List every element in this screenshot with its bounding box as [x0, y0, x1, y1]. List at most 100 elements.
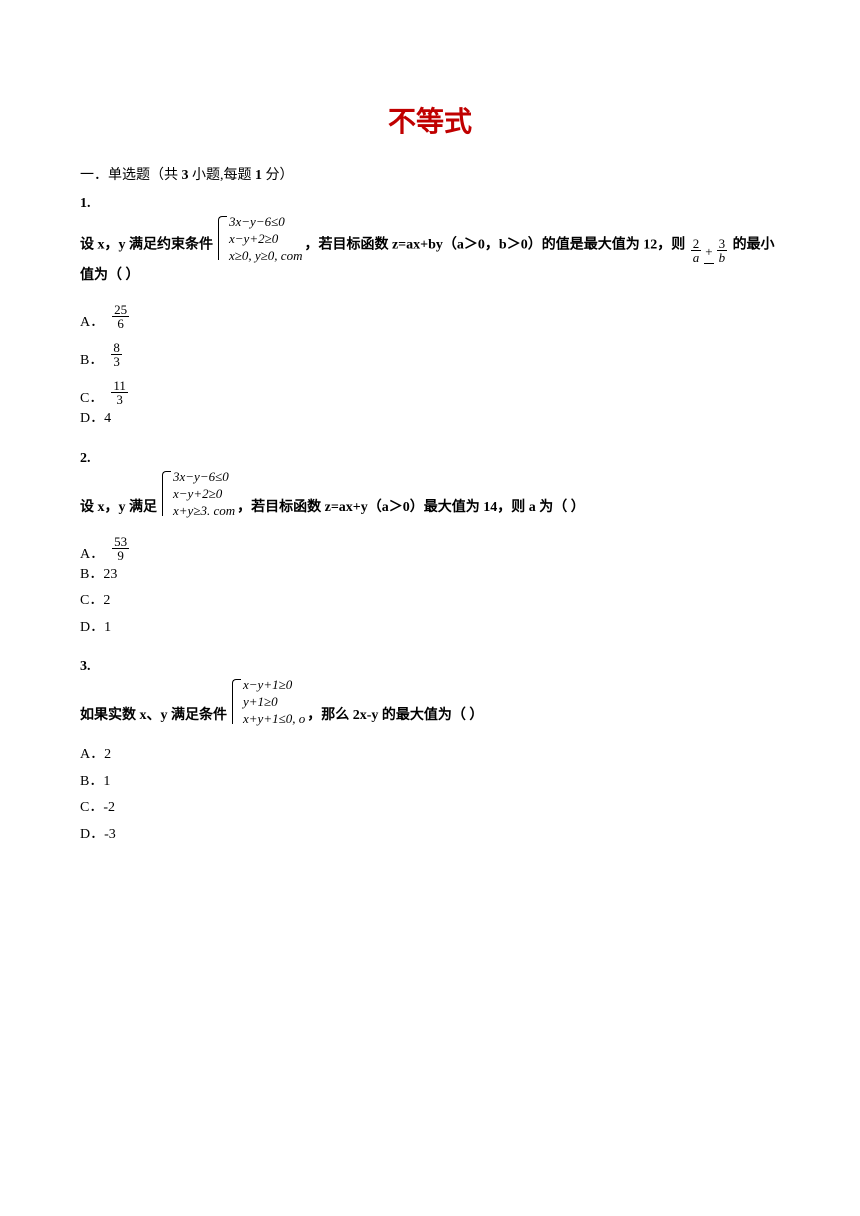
q2-avar: a — [529, 500, 536, 515]
choice-item: A． 539 — [80, 534, 780, 562]
choice-text: 2 — [103, 593, 110, 608]
frac-num: 25 — [112, 303, 129, 317]
frac-num: 3 — [717, 237, 728, 251]
choice-letter: A． — [80, 548, 104, 562]
frac-1: 2a — [691, 237, 702, 264]
q1-value: 12 — [643, 237, 657, 252]
choice-item: A．2 — [80, 742, 780, 769]
choice-item: C．-2 — [80, 795, 780, 822]
q1-mid2: ，若目标函数 — [304, 237, 392, 252]
choice-letter: B． — [80, 354, 103, 368]
fraction-expression: 2a+3b — [689, 237, 729, 264]
choice-item: D．1 — [80, 615, 780, 642]
frac-den: b — [717, 251, 728, 264]
choice-letter: D． — [80, 411, 104, 426]
choice-item: A． 256 — [80, 302, 780, 330]
q3-vars: x、y — [140, 708, 172, 723]
frac-2: 3b — [717, 237, 728, 264]
question-body: 设 x，y 满足 3x−y−6≤0 x−y+2≥0 x+y≥3. com ，若目… — [80, 469, 780, 520]
plus-sign: + — [704, 241, 713, 264]
choice-frac: 113 — [111, 379, 128, 406]
choice-letter: B． — [80, 774, 103, 789]
frac-den: 3 — [111, 393, 128, 406]
constraint-line: x−y+2≥0 — [173, 486, 235, 503]
choice-item: B．1 — [80, 769, 780, 796]
question-number: 3. — [80, 659, 780, 675]
question-number: 2. — [80, 451, 780, 467]
choice-letter: C． — [80, 392, 103, 406]
choices-list: A．2 B．1 C．-2 D．-3 — [80, 742, 780, 848]
frac-num: 11 — [111, 379, 128, 393]
constraint-line: x+y≥3. com — [173, 503, 235, 520]
constraint-system: 3x−y−6≤0 x−y+2≥0 x+y≥3. com — [159, 469, 235, 520]
constraint-line: x−y+2≥0 — [229, 231, 302, 248]
q2-mid1: 满足 — [129, 500, 157, 515]
choice-text: -3 — [104, 827, 116, 842]
choice-item: C． 113 — [80, 378, 780, 406]
frac-den: 3 — [111, 355, 122, 368]
choice-text: 1 — [104, 620, 111, 635]
choice-frac: 256 — [112, 303, 129, 330]
document-page: 不等式 一．单选题（共 3 小题,每题 1 分） 1. 设 x，y 满足约束条件… — [0, 0, 860, 906]
choice-letter: A． — [80, 316, 104, 330]
choice-frac: 539 — [112, 535, 129, 562]
q1-mid1: 满足约束条件 — [129, 237, 213, 252]
choice-text: 2 — [104, 747, 111, 762]
choice-letter: A． — [80, 747, 104, 762]
choice-item: D．4 — [80, 406, 780, 433]
section-points: 1 — [255, 168, 262, 183]
choice-text: 4 — [104, 411, 111, 426]
frac-den: 6 — [112, 317, 129, 330]
question-number: 1. — [80, 196, 780, 212]
constraint-line: x+y+1≤0, o — [243, 711, 305, 728]
choices-list: A．256 B．83 C．113 D．4 — [80, 302, 780, 433]
section-prefix: 一．单选题（共 — [80, 168, 182, 183]
choice-item: D．-3 — [80, 822, 780, 849]
choice-letter: D． — [80, 827, 104, 842]
q2-mid2: ，若目标函数 — [237, 500, 325, 515]
constraint-system: x−y+1≥0 y+1≥0 x+y+1≤0, o — [229, 677, 305, 728]
q2-vars: x，y — [98, 500, 130, 515]
choice-item: B． 83 — [80, 340, 780, 368]
frac-num: 8 — [111, 341, 122, 355]
choice-letter: D． — [80, 620, 104, 635]
q3-mid2: ，那么 — [307, 708, 353, 723]
frac-den: 9 — [112, 549, 129, 562]
section-suffix: 分） — [262, 168, 294, 183]
choice-text: 23 — [103, 567, 117, 582]
frac-num: 2 — [691, 237, 702, 251]
section-count: 3 — [182, 168, 189, 183]
choice-frac: 83 — [111, 341, 122, 368]
q2-pre: 设 — [80, 500, 98, 515]
constraint-line: x−y+1≥0 — [243, 677, 305, 694]
q3-pre: 如果实数 — [80, 708, 140, 723]
q2-end: 为（ ） — [536, 500, 585, 515]
choice-letter: C． — [80, 593, 103, 608]
q1-vars: x，y — [98, 237, 130, 252]
q1-pre: 设 — [80, 237, 98, 252]
constraint-system: 3x−y−6≤0 x−y+2≥0 x≥0, y≥0, com — [215, 214, 302, 265]
constraint-line: x≥0, y≥0, com — [229, 248, 302, 265]
q3-mid1: 满足条件 — [171, 708, 227, 723]
choices-list: A． 539 B．23 C．2 D．1 — [80, 534, 780, 642]
page-title: 不等式 — [80, 100, 780, 140]
constraint-line: 3x−y−6≤0 — [173, 469, 235, 486]
q3-obj: 2x-y — [353, 708, 379, 723]
question-body: 如果实数 x、y 满足条件 x−y+1≥0 y+1≥0 x+y+1≤0, o ，… — [80, 677, 780, 728]
q3-end: 的最大值为（ ） — [378, 708, 483, 723]
q2-obj: z=ax+y（a＞0） — [325, 500, 424, 515]
section-mid: 小题,每题 — [189, 168, 256, 183]
q2-value: 14 — [483, 500, 497, 515]
q2-mid4: ，则 — [497, 500, 529, 515]
frac-num: 53 — [112, 535, 129, 549]
q1-mid4: ，则 — [657, 237, 685, 252]
q1-mid3: 的值是最大值为 — [542, 237, 644, 252]
section-header: 一．单选题（共 3 小题,每题 1 分） — [80, 164, 780, 188]
constraint-line: 3x−y−6≤0 — [229, 214, 302, 231]
choice-text: -2 — [103, 800, 115, 815]
constraint-line: y+1≥0 — [243, 694, 305, 711]
q1-obj: z=ax+by（a＞0，b＞0） — [392, 237, 542, 252]
choice-text: 1 — [103, 774, 110, 789]
choice-item: C．2 — [80, 588, 780, 615]
choice-letter: B． — [80, 567, 103, 582]
